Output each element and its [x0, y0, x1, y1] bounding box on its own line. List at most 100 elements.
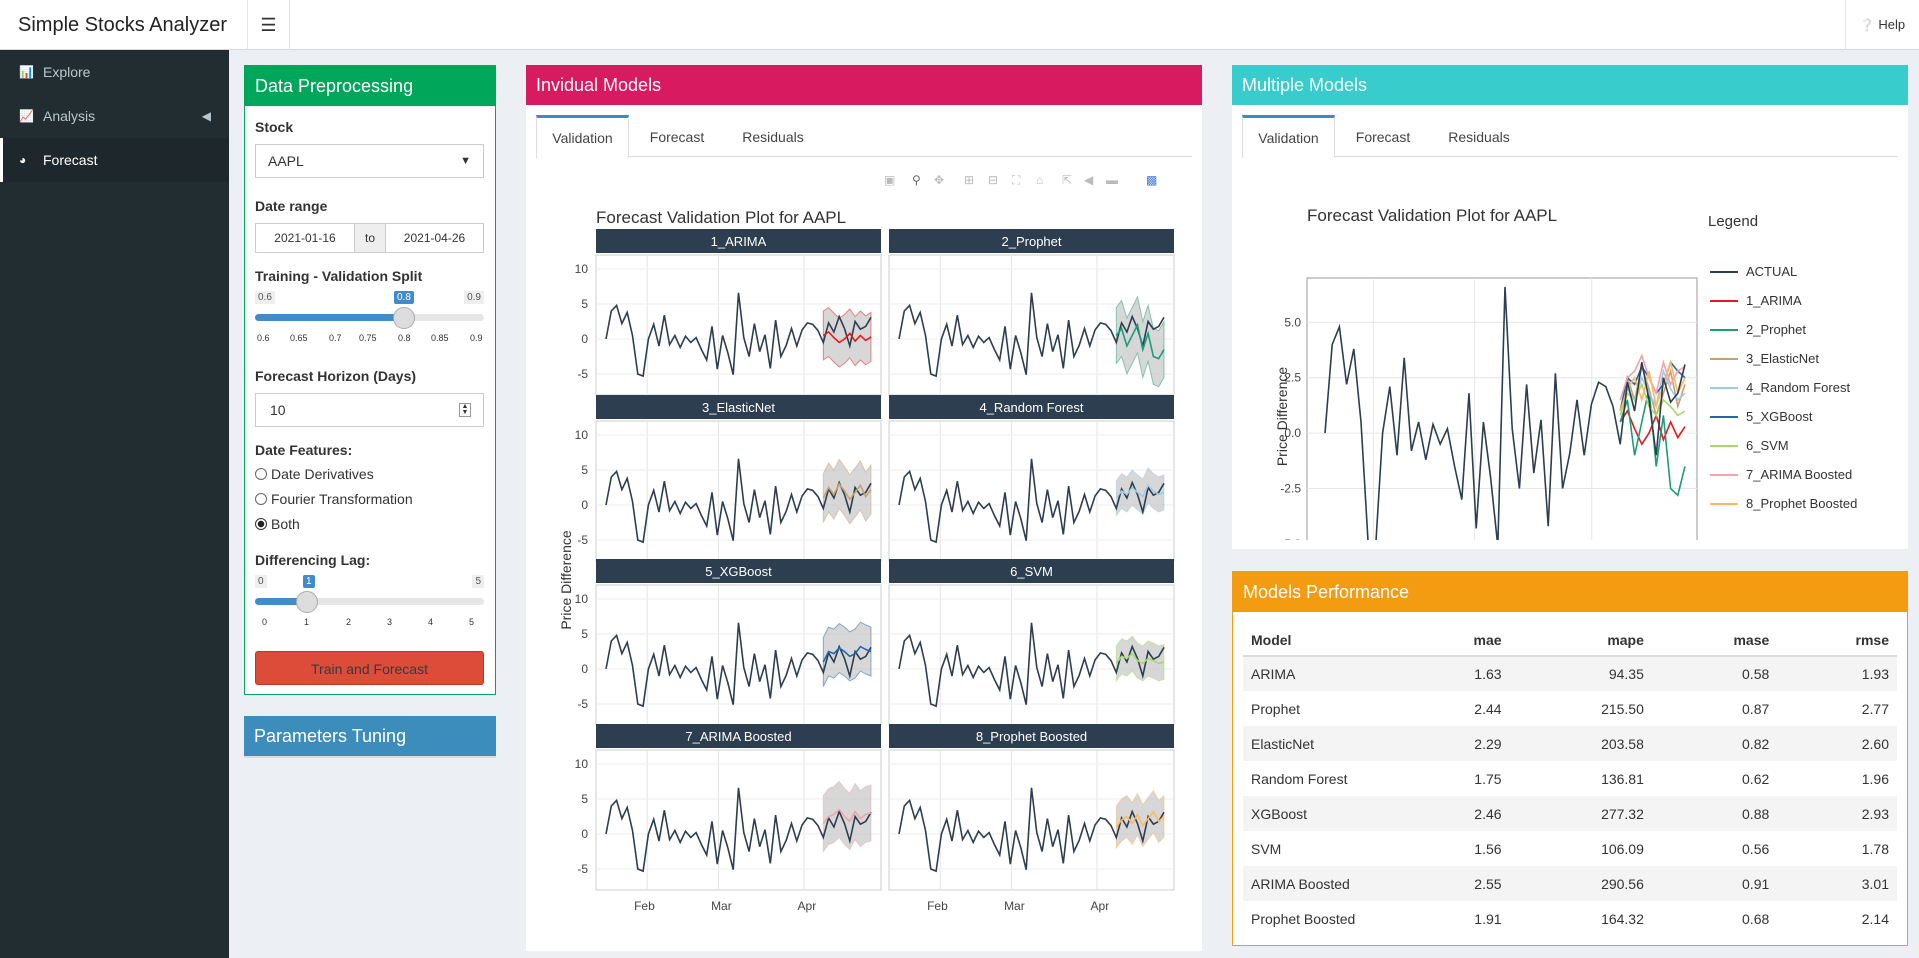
legend-item-label: ACTUAL	[1746, 264, 1797, 279]
metric-cell: 0.91	[1651, 866, 1778, 901]
metric-cell: 136.81	[1601, 770, 1644, 787]
facet-strip	[889, 229, 1174, 253]
globe-icon: ◕	[19, 153, 27, 167]
top-header: Simple Stocks Analyzer ☰ ❔ Help	[0, 0, 1919, 50]
tab-validation[interactable]: Validation	[536, 115, 629, 158]
autoscale-icon[interactable]: ⛶	[1012, 173, 1021, 187]
column-header[interactable]: rmse	[1777, 624, 1897, 657]
radio-icon	[255, 493, 267, 505]
y-axis-label: Price Difference	[558, 530, 574, 630]
sidebar-toggle-button[interactable]: ☰	[248, 0, 290, 50]
facet-strip	[596, 395, 881, 419]
forecast-line	[1619, 363, 1686, 419]
help-button[interactable]: ❔ Help	[1845, 0, 1919, 50]
facet-label: 7_ARIMA Boosted	[685, 729, 791, 744]
metric-cell: 203.58	[1509, 726, 1652, 761]
slider-handle[interactable]	[296, 591, 318, 613]
sidebar-item-forecast[interactable]: ◕ Forecast	[0, 138, 229, 182]
plotly-logo-icon: ▩	[1146, 173, 1158, 187]
metric-cell: 164.32	[1601, 910, 1644, 927]
legend-item-label: 5_XGBoost	[1746, 409, 1813, 424]
app-title[interactable]: Simple Stocks Analyzer	[0, 0, 248, 50]
slider-tick: 1	[304, 617, 310, 627]
slider-tick: 0.65	[290, 333, 308, 343]
x-tick-label: Mar	[1004, 899, 1025, 913]
model-name-cell: ARIMA Boosted	[1243, 866, 1403, 901]
zoom-out-icon[interactable]: ⊟	[988, 173, 999, 187]
metric-cell: 277.32	[1509, 796, 1652, 831]
pan-icon[interactable]: ✥	[934, 173, 945, 187]
legend-item-label: 8_Prophet Boosted	[1746, 496, 1857, 511]
stock-select[interactable]: AAPL ▼	[255, 144, 484, 178]
metric-cell: 290.56	[1509, 866, 1652, 901]
metric-cell: 1.63	[1403, 656, 1510, 691]
column-header[interactable]: mape	[1509, 624, 1652, 657]
facet-strip	[596, 559, 881, 583]
forecast-line	[1115, 484, 1165, 499]
caret-down-icon: ▼	[460, 155, 471, 167]
column-header[interactable]: Model	[1243, 624, 1403, 657]
column-header[interactable]: mase	[1651, 624, 1778, 657]
slider-fill	[255, 598, 307, 605]
forecast-line	[1115, 810, 1165, 828]
camera-icon[interactable]: ▣	[884, 173, 896, 187]
metric-cell: 0.87	[1742, 700, 1770, 717]
y-tick-label: 0	[581, 332, 588, 346]
legend-item-label: 1_ARIMA	[1746, 293, 1802, 308]
slider-ticks: 0 1 2 3 4 5	[255, 617, 484, 627]
y-tick-label: 5.0	[1284, 315, 1301, 329]
home-icon[interactable]: ⌂	[1036, 173, 1044, 187]
hover-compare-icon[interactable]: ▬	[1106, 173, 1118, 187]
radio-date-derivatives[interactable]: Date Derivatives	[255, 466, 374, 482]
table-header-row: Model mae mape mase rmse	[1243, 624, 1897, 657]
zoom-icon[interactable]: ⚲	[912, 173, 921, 187]
y-tick-label: -5	[577, 862, 588, 876]
stock-select-value: AAPL	[268, 153, 304, 169]
slider-max-label: 0.9	[464, 291, 484, 304]
date-to-input[interactable]: 2021-04-26	[385, 223, 484, 253]
plot-modebar: ▣ ⚲ ✥ ⊞ ⊟ ⛶ ⌂ ⇱ ◀ ▬ ▩	[884, 173, 1184, 189]
tab-residuals[interactable]: Residuals	[742, 129, 804, 145]
x-tick-label: Apr	[1091, 899, 1110, 913]
lag-slider[interactable]: 0 1 5 0 1 2 3 4 5	[255, 575, 484, 627]
parameters-tuning-box[interactable]: Parameters Tuning	[244, 716, 496, 758]
radio-fourier-transformation[interactable]: Fourier Transformation	[255, 491, 413, 507]
tab-forecast[interactable]: Forecast	[649, 129, 705, 145]
horizon-value: 10	[270, 402, 286, 418]
spinner-icon[interactable]: ▲ ▼	[459, 403, 471, 417]
facet-label: 2_Prophet	[1002, 234, 1062, 249]
sidebar-item-label: Explore	[43, 64, 91, 80]
split-slider[interactable]: 0.6 0.8 0.9 0.6 0.65 0.7 0.75 0.8 0.85 0…	[255, 291, 484, 343]
train-and-forecast-button[interactable]: Train and Forecast	[255, 651, 484, 685]
column-header[interactable]: mae	[1403, 624, 1510, 657]
y-tick-label: -5	[577, 533, 588, 547]
spike-lines-icon[interactable]: ⇱	[1062, 173, 1073, 187]
model-name-cell: Random Forest	[1251, 770, 1348, 787]
date-from-input[interactable]: 2021-01-16	[255, 223, 355, 253]
y-tick-label: 0	[581, 662, 588, 676]
slider-min-label: 0	[255, 575, 267, 588]
zoom-in-icon[interactable]: ⊞	[964, 173, 975, 187]
y-tick-label: 10	[575, 592, 589, 606]
individual-models-box: Invidual Models Validation Forecast Resi…	[526, 65, 1202, 951]
hover-closest-icon[interactable]: ◀	[1084, 173, 1094, 187]
radio-both[interactable]: Both	[255, 516, 300, 532]
actual-line	[1324, 286, 1686, 540]
tab-validation[interactable]: Validation	[1242, 115, 1335, 158]
y-tick-label: 10	[575, 262, 589, 276]
y-tick-label: 5	[581, 792, 588, 806]
sidebar-item-analysis[interactable]: 📈 Analysis ◀	[0, 94, 229, 138]
sidebar-item-explore[interactable]: 📊 Explore	[0, 50, 229, 94]
confidence-band	[1115, 467, 1165, 517]
horizon-input[interactable]: 10 ▲ ▼	[255, 393, 484, 427]
model-name-cell: ARIMA	[1243, 656, 1403, 691]
legend-item-label: 7_ARIMA Boosted	[1746, 467, 1852, 482]
tab-forecast[interactable]: Forecast	[1355, 129, 1411, 145]
chart-title: Forecast Validation Plot for AAPL	[596, 208, 846, 227]
tab-residuals[interactable]: Residuals	[1448, 129, 1510, 145]
metric-cell: 2.46	[1403, 796, 1510, 831]
multiple-models-chart: Forecast Validation Plot for AAPL 5.0 2.5 0…	[1274, 206, 1857, 540]
metric-cell: 2.93	[1777, 796, 1897, 831]
slider-handle[interactable]	[393, 307, 415, 329]
forecast-line	[822, 808, 872, 824]
